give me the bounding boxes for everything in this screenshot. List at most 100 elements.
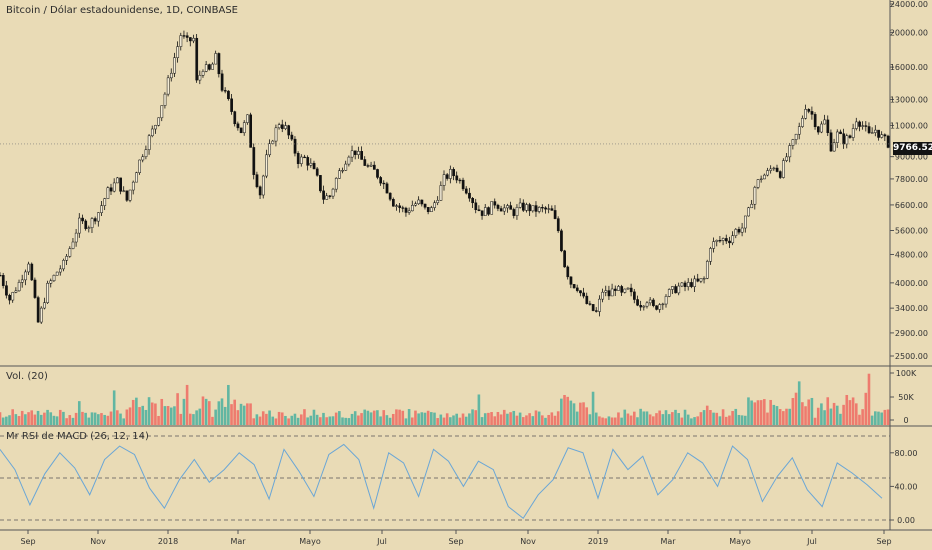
price-tick-label: 9000.00 <box>895 153 928 162</box>
price-candle <box>173 57 176 74</box>
price-candle <box>236 123 240 129</box>
volume-bar <box>407 409 411 425</box>
price-candle <box>249 114 252 148</box>
volume-bar <box>525 415 528 425</box>
price-candle <box>851 128 855 138</box>
volume-bar <box>341 417 344 425</box>
price-candle <box>690 282 693 287</box>
price-candle <box>772 167 776 170</box>
price-candle <box>230 98 233 112</box>
price-candle <box>483 207 487 216</box>
price-candle <box>138 159 141 173</box>
volume-bar <box>0 412 2 425</box>
volume-bar <box>391 413 395 425</box>
volume-bar <box>138 407 141 425</box>
price-candle <box>693 278 696 287</box>
price-candle <box>537 207 541 212</box>
price-candle <box>791 139 795 146</box>
volume-bar <box>607 416 611 425</box>
price-candle <box>506 205 509 209</box>
price-candle <box>46 282 50 303</box>
indicator-tick-label: 0.00 <box>897 516 915 525</box>
price-tick-label: 13000.00 <box>890 95 928 104</box>
price-candle <box>338 170 341 179</box>
price-candle <box>24 271 27 281</box>
price-candle <box>392 199 395 207</box>
volume-bar <box>750 400 753 425</box>
price-candle <box>452 169 455 177</box>
volume-bar <box>252 418 256 425</box>
volume-bar <box>423 412 427 425</box>
volume-bar <box>763 399 766 425</box>
volume-bar <box>338 411 341 425</box>
volume-bar <box>496 411 500 425</box>
price-tick-label: 11000.00 <box>890 121 928 130</box>
price-candle <box>458 179 462 182</box>
volume-bar <box>461 413 465 425</box>
volume-bar <box>861 409 864 425</box>
price-candle <box>195 37 199 81</box>
volume-bar <box>715 412 719 425</box>
volume-bar <box>220 398 224 425</box>
volume-bar <box>410 417 414 425</box>
price-candle <box>753 187 757 205</box>
volume-bar <box>43 412 46 425</box>
volume-bar <box>55 416 59 425</box>
price-candle <box>309 162 313 166</box>
volume-bar <box>426 410 430 425</box>
price-candle <box>671 286 674 290</box>
volume-bar <box>163 406 167 425</box>
price-candle <box>135 172 138 183</box>
volume-bar <box>204 398 208 425</box>
price-candle <box>705 261 709 279</box>
price-candle <box>208 64 211 70</box>
volume-bar <box>569 400 573 425</box>
volume-bar <box>11 409 14 425</box>
volume-bar <box>52 415 56 425</box>
price-candle <box>747 207 750 217</box>
volume-bar <box>699 412 703 425</box>
price-candle <box>163 93 167 106</box>
volume-bar <box>839 413 842 425</box>
price-candle <box>433 202 436 208</box>
volume-bar <box>547 414 550 425</box>
price-candle <box>227 90 230 100</box>
volume-bar <box>357 415 360 425</box>
price-candle <box>886 135 890 148</box>
price-candle <box>883 134 887 137</box>
volume-bar <box>296 417 300 425</box>
price-candle <box>426 207 430 212</box>
volume-bar <box>858 414 861 425</box>
price-candle <box>344 163 348 171</box>
volume-bar <box>106 415 110 425</box>
price-candle <box>652 299 655 306</box>
price-candle <box>436 200 440 204</box>
price-tick-label: 5600.00 <box>895 226 928 235</box>
volume-bar <box>249 403 252 425</box>
volume-bar <box>848 400 852 425</box>
volume-bar <box>874 411 877 425</box>
volume-bar <box>674 409 677 425</box>
price-candle <box>100 205 103 213</box>
volume-bar <box>188 413 192 425</box>
volume-bar <box>468 413 471 425</box>
volume-title: Vol. (20) <box>6 371 48 382</box>
price-candle <box>398 205 402 208</box>
price-candle <box>170 72 173 79</box>
volume-bar <box>284 415 287 425</box>
volume-bar <box>334 412 338 425</box>
time-tick-label: Mayo <box>299 537 321 546</box>
price-candle <box>544 207 547 210</box>
volume-bar <box>506 413 509 425</box>
volume-bar <box>100 413 103 425</box>
price-candle <box>84 220 88 229</box>
volume-bar <box>743 415 747 425</box>
price-candle <box>131 181 135 191</box>
volume-bar <box>490 412 493 425</box>
volume-bar <box>813 417 817 425</box>
volume-bar <box>737 414 741 425</box>
volume-bar <box>528 413 531 425</box>
volume-bar <box>696 416 700 425</box>
